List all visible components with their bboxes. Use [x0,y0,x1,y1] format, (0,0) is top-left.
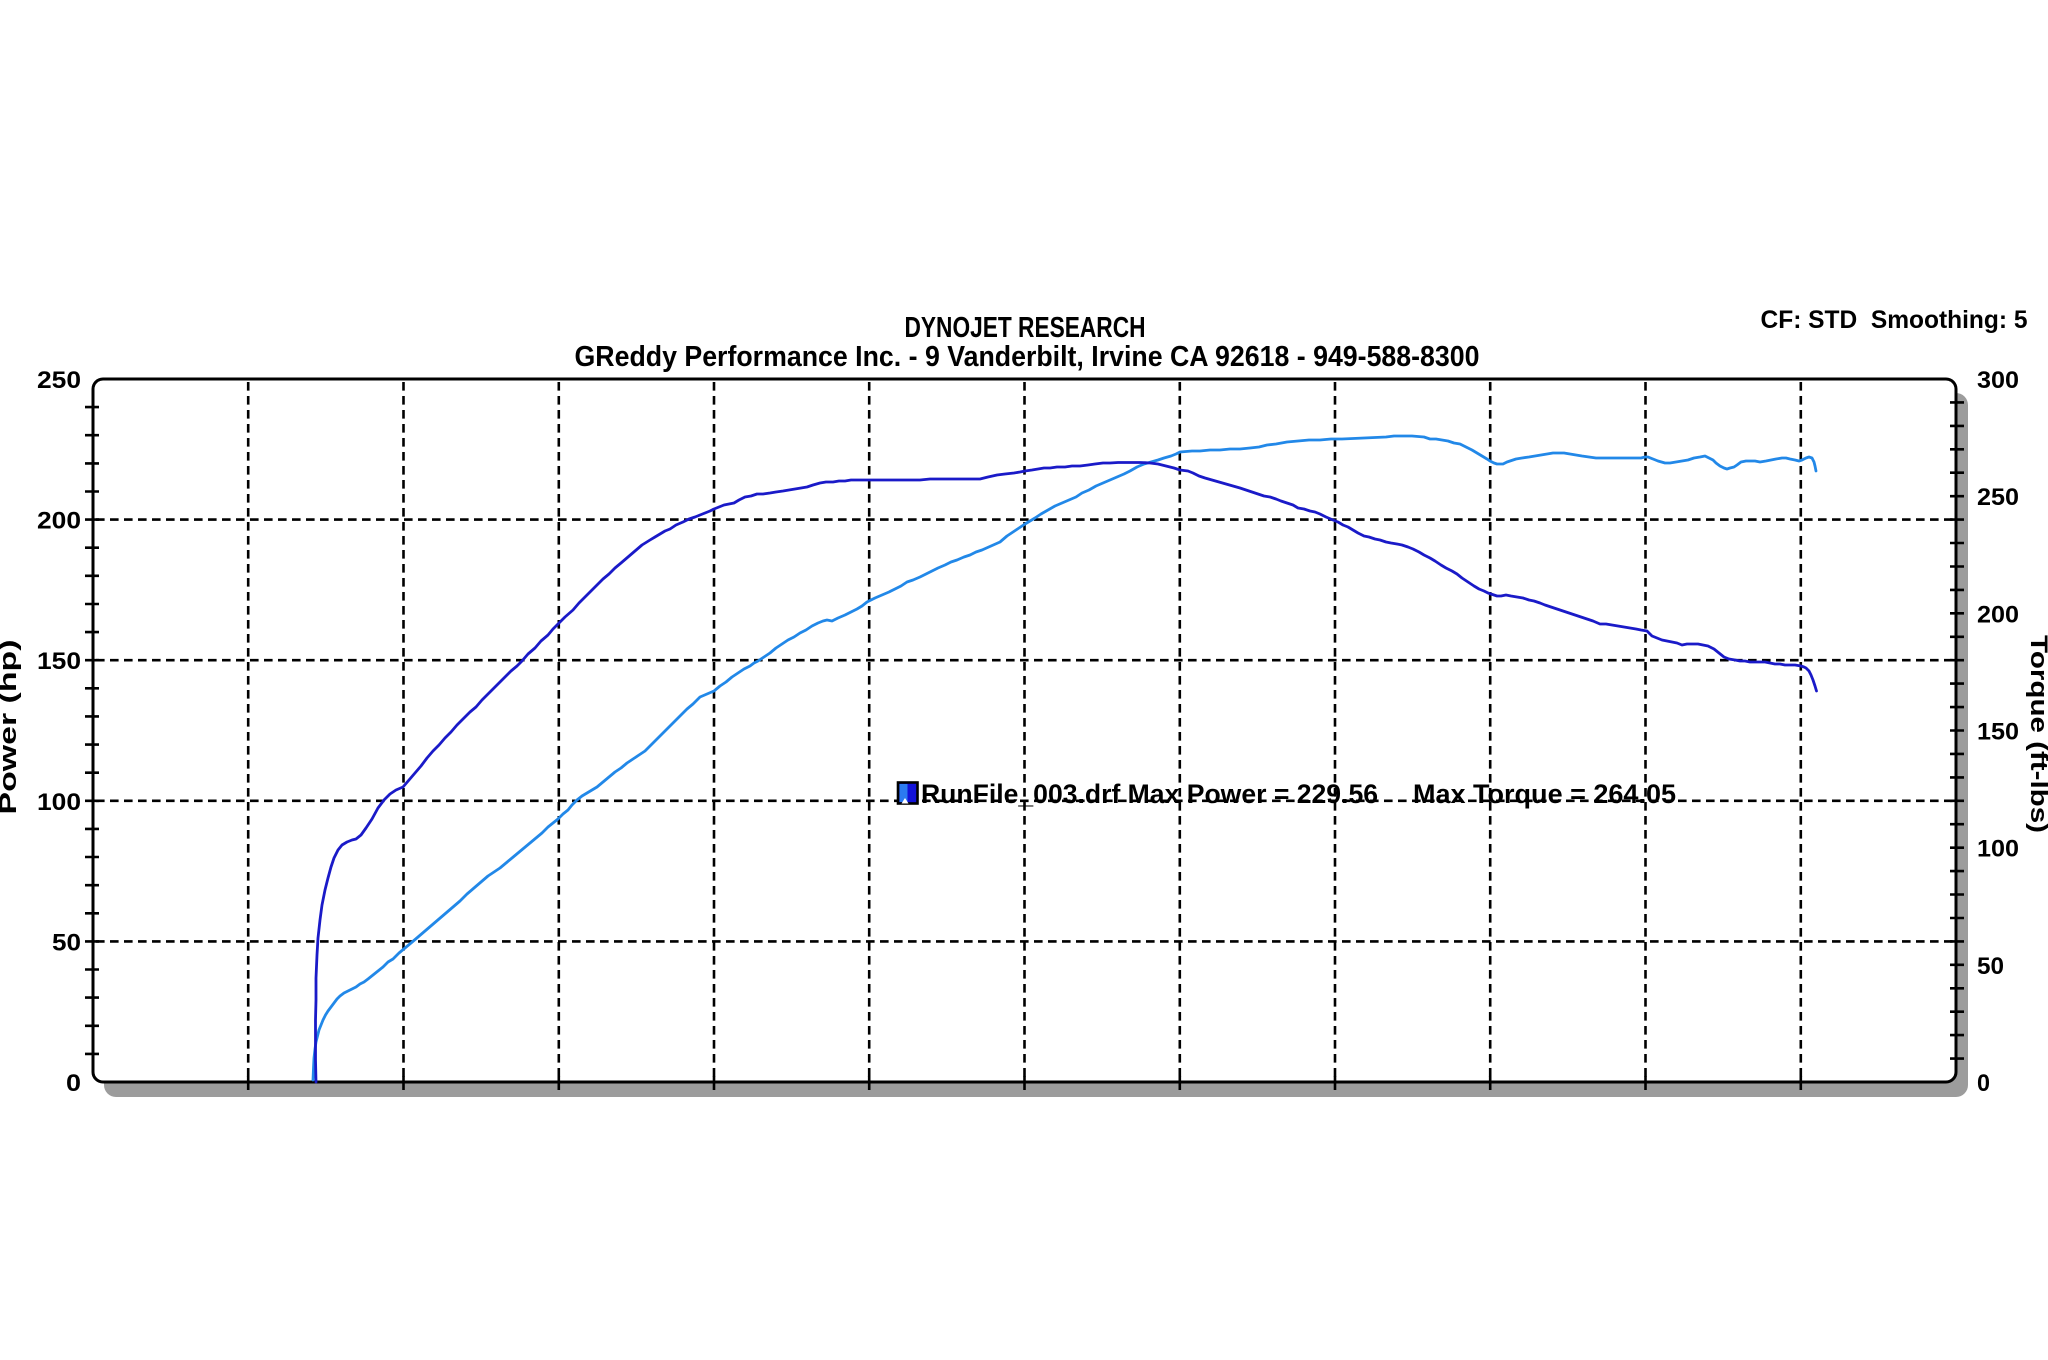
svg-text:0: 0 [1977,1070,1990,1097]
svg-text:250: 250 [37,367,81,394]
svg-text:DYNOJET RESEARCH: DYNOJET RESEARCH [905,312,1146,344]
svg-text:GReddy Performance Inc. - 9 Va: GReddy Performance Inc. - 9 Vanderbilt, … [575,341,1480,373]
svg-text:300: 300 [1977,367,2019,394]
svg-text:RunFile_003.drf Max Power = 22: RunFile_003.drf Max Power = 229.56 [921,779,1378,809]
svg-text:Max Torque = 264.05: Max Torque = 264.05 [1413,779,1676,809]
svg-text:100: 100 [37,789,81,816]
svg-text:CF: STD Smoothing: 5: CF: STD Smoothing: 5 [1761,306,2028,334]
svg-text:Power (hp): Power (hp) [0,640,22,815]
svg-text:150: 150 [1977,719,2019,746]
svg-text:0: 0 [66,1070,81,1097]
svg-text:100: 100 [1977,836,2019,863]
svg-text:150: 150 [37,648,81,675]
svg-text:200: 200 [1977,601,2019,628]
svg-text:Torque (ft-lbs): Torque (ft-lbs) [2025,635,2048,833]
svg-text:50: 50 [1977,953,2004,980]
svg-text:250: 250 [1977,484,2019,511]
svg-text:50: 50 [52,929,81,956]
svg-text:200: 200 [37,508,81,535]
